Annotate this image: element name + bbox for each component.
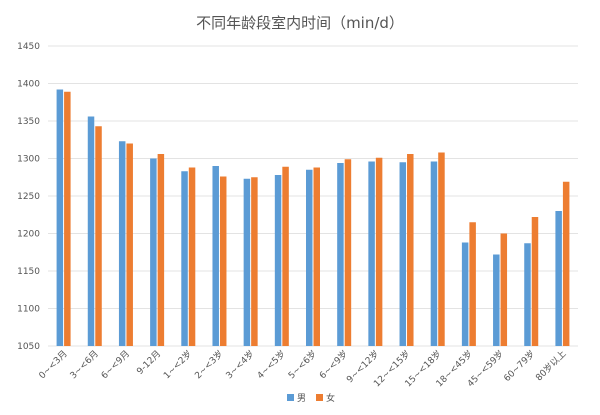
x-tick-label: 0~<3月 (37, 348, 70, 381)
bar-female (95, 126, 102, 346)
legend-label: 男 (297, 393, 306, 404)
bar-female (313, 167, 320, 346)
x-tick-label: 4~<5岁 (254, 348, 288, 382)
y-tick-label: 1300 (17, 155, 40, 165)
bar-female (531, 217, 539, 346)
bar-male (461, 242, 469, 346)
x-tick-label: 3~<4岁 (223, 348, 257, 382)
bar-male (337, 163, 344, 346)
x-tick-label: 80岁以上 (533, 348, 569, 384)
bar-male (274, 175, 282, 346)
x-tick-label: 1~<2岁 (161, 348, 195, 382)
bar-female (344, 159, 352, 346)
x-tick-label: 9-12月 (135, 348, 164, 377)
bar-male (87, 116, 95, 346)
x-tick-label: 6~<9岁 (317, 348, 351, 382)
bar-male (368, 161, 375, 346)
legend-swatch (287, 394, 294, 401)
x-tick-label: 6~<9月 (99, 348, 132, 381)
bar-male (56, 89, 64, 346)
bar-male (306, 169, 313, 346)
bar-male (243, 178, 251, 346)
x-tick-label: 5~<6岁 (286, 348, 320, 382)
bar-male (399, 162, 407, 346)
bar-male (118, 141, 126, 346)
bar-female (126, 143, 133, 346)
bar-female (219, 176, 227, 346)
bar-female (469, 222, 476, 346)
y-tick-label: 1150 (17, 267, 40, 277)
x-tick-label: 3~<6月 (68, 348, 101, 381)
x-tick-label: 60~79岁 (501, 348, 537, 384)
y-tick-label: 1250 (17, 192, 40, 202)
bar-female (562, 181, 570, 346)
gridlines (48, 45, 578, 347)
bar-male (524, 243, 531, 346)
legend-swatch (316, 394, 323, 401)
y-tick-label: 1050 (17, 342, 40, 352)
y-tick-label: 1200 (17, 230, 40, 240)
bar-female (375, 157, 383, 346)
bar-male (212, 166, 219, 346)
bar-female (407, 154, 414, 346)
bar-female (251, 177, 258, 346)
bar-male (181, 171, 188, 346)
x-axis-ticks: 0~<3月3~<6月6~<9月 9-12月1~<2岁2~<3岁3~<4岁4~<5岁… (37, 348, 569, 390)
chart-title: 不同年龄段室内时间（min/d） (196, 14, 404, 32)
x-tick-label: 2~<3岁 (192, 348, 226, 382)
bar-female (500, 233, 508, 346)
bar-female (188, 167, 196, 346)
bar-male (430, 161, 438, 346)
legend: 男女 (287, 392, 335, 404)
bar-male (493, 254, 500, 346)
y-axis-ticks: 1050 1100 1150 1200 1250 1300 1350 1400 1450 (17, 42, 40, 352)
y-tick-label: 1100 (17, 305, 40, 315)
y-tick-label: 1400 (17, 80, 40, 90)
legend-label: 女 (326, 392, 335, 404)
y-tick-label: 1450 (17, 42, 40, 52)
bar-female (64, 91, 71, 346)
bar-male (555, 211, 562, 346)
bar-female (282, 166, 289, 346)
y-tick-label: 1350 (17, 117, 40, 127)
bar-female (157, 154, 165, 346)
bars (56, 89, 570, 346)
bar-female (438, 152, 445, 346)
bar-male (150, 158, 157, 346)
